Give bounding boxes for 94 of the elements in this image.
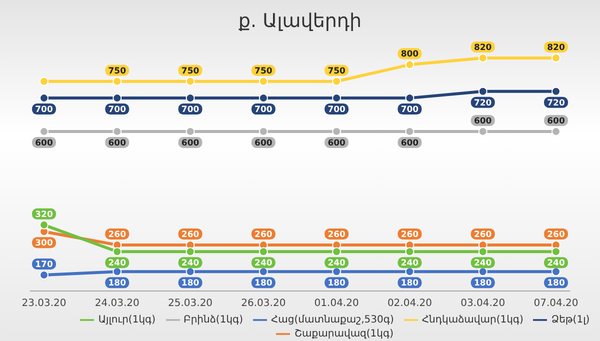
legend-label: Շաքարավազ(1կգ) xyxy=(294,328,394,340)
data-label: 170 xyxy=(35,260,53,270)
data-label: 240 xyxy=(474,258,492,269)
data-label: 720 xyxy=(474,98,492,108)
data-label: 700 xyxy=(328,105,346,116)
data-label: 260 xyxy=(108,230,126,240)
x-tick-label: 26.03.20 xyxy=(241,298,286,310)
data-label: 600 xyxy=(254,138,272,148)
point xyxy=(478,267,488,276)
point xyxy=(478,247,488,256)
data-label: 180 xyxy=(474,278,492,289)
data-label: 260 xyxy=(254,230,272,240)
data-label: 240 xyxy=(108,258,126,269)
data-label: 820 xyxy=(547,43,565,53)
point xyxy=(332,247,342,256)
x-tick-label: 02.04.20 xyxy=(387,298,432,310)
point xyxy=(332,76,342,86)
data-label: 600 xyxy=(181,138,200,148)
point xyxy=(405,60,414,70)
data-label: 260 xyxy=(474,230,492,240)
point xyxy=(552,267,560,276)
legend-label: Բրինձ(1կգ) xyxy=(184,314,244,326)
point xyxy=(40,76,48,86)
legend-label: Հաց(մատնաքաշ,530գ) xyxy=(271,314,394,326)
data-label: 700 xyxy=(108,105,126,116)
point xyxy=(258,76,268,86)
point xyxy=(405,267,414,276)
data-label: 600 xyxy=(35,138,53,148)
point xyxy=(405,94,414,103)
data-label: 260 xyxy=(181,230,200,240)
data-label: 750 xyxy=(108,66,126,76)
x-tick-label: 24.03.20 xyxy=(94,298,140,310)
point xyxy=(112,76,122,86)
data-label: 180 xyxy=(328,278,346,289)
data-label: 260 xyxy=(400,230,419,240)
chart-title: ք. Ալավերդի xyxy=(237,9,363,34)
data-label: 240 xyxy=(181,258,200,269)
point xyxy=(186,94,195,103)
data-label: 240 xyxy=(254,258,272,269)
point xyxy=(186,76,195,86)
data-label: 600 xyxy=(400,138,419,148)
legend-label: Ձեթ(1լ) xyxy=(551,314,590,326)
data-label: 320 xyxy=(35,210,53,220)
point xyxy=(552,247,560,256)
x-tick-label: 23.03.20 xyxy=(22,298,66,310)
data-label: 750 xyxy=(181,66,200,76)
point xyxy=(405,247,414,256)
point xyxy=(478,86,488,96)
legend-label: Այլուր(1կգ) xyxy=(98,314,156,326)
data-label: 700 xyxy=(254,105,272,116)
x-tick-label: 01.04.20 xyxy=(314,298,359,310)
x-tick-label: 07.04.20 xyxy=(534,298,578,310)
point xyxy=(112,247,122,256)
point xyxy=(40,270,48,280)
data-label: 700 xyxy=(400,105,419,116)
point xyxy=(332,94,342,103)
data-label: 300 xyxy=(35,238,53,249)
x-tick-label: 25.03.20 xyxy=(168,298,213,310)
data-label: 240 xyxy=(328,258,346,269)
data-label: 180 xyxy=(181,278,200,289)
point xyxy=(40,220,48,230)
point xyxy=(112,267,122,276)
point xyxy=(478,54,488,62)
data-label: 820 xyxy=(474,43,492,53)
data-label: 750 xyxy=(254,66,272,76)
data-label: 600 xyxy=(108,138,126,148)
point xyxy=(258,247,268,256)
point xyxy=(186,247,195,256)
point xyxy=(258,94,268,103)
data-label: 260 xyxy=(328,230,346,240)
point xyxy=(552,54,560,62)
data-label: 720 xyxy=(547,98,565,108)
data-label: 600 xyxy=(474,116,492,126)
data-label: 700 xyxy=(35,105,53,116)
data-label: 600 xyxy=(547,116,565,126)
data-label: 180 xyxy=(400,278,419,289)
point xyxy=(40,94,48,103)
point xyxy=(258,267,268,276)
point xyxy=(332,267,342,276)
point xyxy=(552,86,560,96)
point xyxy=(186,267,195,276)
data-label: 800 xyxy=(400,50,419,60)
data-label: 750 xyxy=(328,66,346,76)
data-label: 260 xyxy=(547,230,565,240)
data-label: 180 xyxy=(108,278,126,289)
legend-label: Հնդկաձավար(1կգ) xyxy=(422,314,524,326)
data-label: 700 xyxy=(181,105,200,116)
data-label: 240 xyxy=(400,258,419,269)
data-label: 600 xyxy=(328,138,346,148)
data-label: 240 xyxy=(547,258,565,269)
point xyxy=(112,94,122,103)
data-label: 180 xyxy=(254,278,272,289)
data-label: 180 xyxy=(547,278,565,289)
x-tick-label: 03.04.20 xyxy=(460,298,506,310)
